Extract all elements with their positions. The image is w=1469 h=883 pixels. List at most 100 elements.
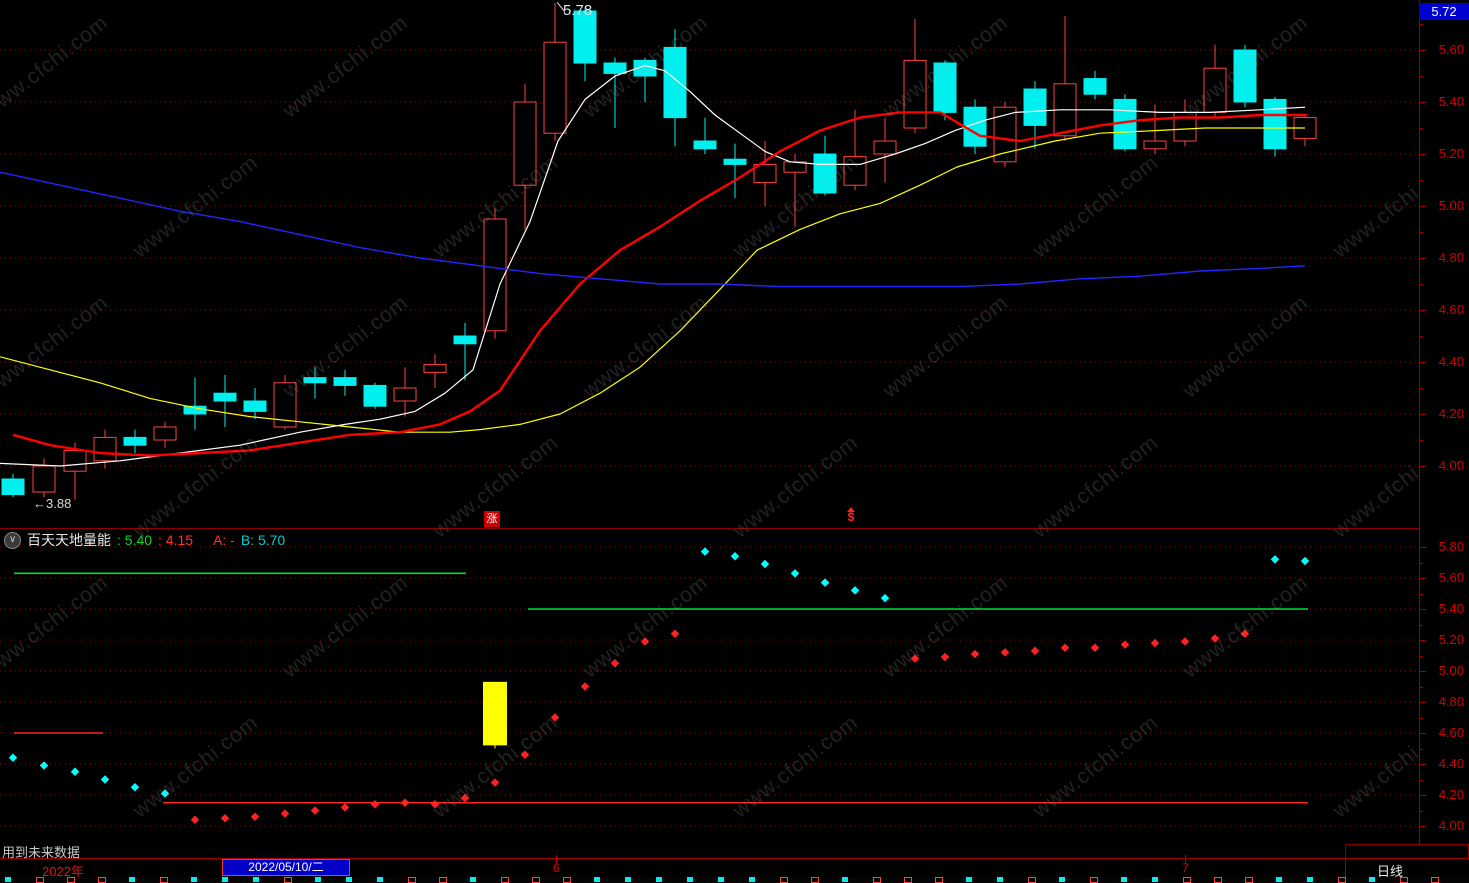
indicator-dot[interactable]: [1210, 634, 1220, 643]
candle-body[interactable]: [933, 62, 957, 113]
indicator-dot[interactable]: [760, 559, 770, 569]
candle-body[interactable]: [573, 10, 597, 64]
rise-event-marker[interactable]: 涨: [484, 511, 500, 527]
indicator-dot[interactable]: [1270, 555, 1280, 564]
candle-body[interactable]: [543, 41, 567, 134]
candle-body[interactable]: [603, 62, 627, 74]
indicator-dot[interactable]: [340, 803, 350, 812]
indicator-dot[interactable]: [1060, 643, 1070, 652]
axis-tick: [1420, 562, 1423, 564]
indicator-dot[interactable]: [1000, 648, 1010, 657]
candle-body[interactable]: [873, 140, 897, 155]
indicator-dot[interactable]: [430, 800, 440, 809]
indicator-dot[interactable]: [550, 713, 560, 722]
mini-candle-glyph: [470, 877, 476, 882]
indicator-dot[interactable]: [280, 809, 290, 818]
indicator-dot[interactable]: [160, 789, 170, 798]
candle-body[interactable]: [1233, 49, 1257, 103]
candle-body[interactable]: [363, 384, 387, 407]
indicator-dot[interactable]: [310, 806, 320, 815]
indicator-dot[interactable]: [790, 569, 800, 578]
indicator-value-green: : 5.40: [117, 532, 153, 548]
indicator-dot[interactable]: [1150, 638, 1160, 648]
candle-body[interactable]: [273, 382, 297, 428]
indicator-dot[interactable]: [190, 815, 200, 825]
candle-body[interactable]: [1, 478, 25, 496]
candle-body[interactable]: [993, 106, 1017, 163]
indicator-dot[interactable]: [1030, 646, 1040, 656]
candle-body[interactable]: [1083, 78, 1107, 95]
indicator-dot[interactable]: [130, 783, 140, 792]
candle-body[interactable]: [303, 377, 327, 384]
candle-body[interactable]: [393, 387, 417, 402]
indicator-panel-chart[interactable]: [0, 528, 1419, 858]
dividend-event-marker[interactable]: $: [845, 507, 857, 523]
main-price-chart[interactable]: [0, 0, 1419, 528]
indicator-dot[interactable]: [400, 798, 410, 807]
mini-candle-glyph: [1183, 877, 1191, 883]
up-triangle-icon: [847, 507, 855, 512]
selected-date-box[interactable]: 2022/05/10/二: [222, 859, 350, 876]
indicator-dot[interactable]: [39, 761, 49, 770]
candle-body[interactable]: [1263, 98, 1287, 150]
candle-body[interactable]: [1203, 67, 1227, 113]
highlight-bar[interactable]: [483, 681, 507, 746]
candle-body[interactable]: [813, 153, 837, 194]
indicator-dot[interactable]: [670, 629, 680, 639]
indicator-dot[interactable]: [8, 753, 18, 763]
indicator-dot[interactable]: [1240, 629, 1250, 639]
indicator-dot[interactable]: [700, 547, 710, 556]
indicator-dot[interactable]: [370, 800, 380, 809]
indicator-dot[interactable]: [1090, 643, 1100, 652]
period-label[interactable]: 日线: [1377, 864, 1404, 879]
indicator-dot[interactable]: [490, 778, 500, 787]
axis-label: 4.40: [1438, 756, 1464, 771]
indicator-dot[interactable]: [850, 586, 860, 595]
candle-body[interactable]: [333, 377, 357, 386]
candle-body[interactable]: [753, 163, 777, 184]
date-axis[interactable]: 2022年 2022/05/10/二 6 7 日线: [0, 855, 1469, 879]
indicator-dot[interactable]: [940, 652, 950, 662]
candle-body[interactable]: [693, 140, 717, 150]
candle-body[interactable]: [453, 335, 477, 345]
candle-body[interactable]: [32, 465, 56, 493]
indicator-dot[interactable]: [640, 637, 650, 646]
indicator-dot[interactable]: [460, 793, 470, 803]
indicator-dot[interactable]: [70, 767, 80, 776]
indicator-dot[interactable]: [820, 578, 830, 587]
candle-body[interactable]: [243, 400, 267, 412]
mini-candle-glyph: [1121, 877, 1127, 882]
candle-body[interactable]: [1023, 88, 1047, 126]
candle-body[interactable]: [663, 46, 687, 119]
indicator-dot[interactable]: [1300, 556, 1310, 566]
candle-body[interactable]: [723, 158, 747, 165]
indicator-dot[interactable]: [100, 775, 110, 784]
mini-navigator-strip[interactable]: [0, 877, 1469, 883]
candle-body[interactable]: [513, 101, 537, 186]
indicator-dot[interactable]: [250, 812, 260, 821]
candle-body[interactable]: [93, 436, 117, 462]
candle-body[interactable]: [903, 59, 927, 129]
indicator-dot[interactable]: [1120, 640, 1130, 649]
candle-body[interactable]: [63, 449, 87, 472]
indicator-dot[interactable]: [910, 654, 920, 663]
candle-body[interactable]: [153, 426, 177, 441]
indicator-dot[interactable]: [970, 649, 980, 659]
indicator-dot[interactable]: [730, 552, 740, 561]
candle-body[interactable]: [483, 218, 507, 332]
period-separator: [1345, 858, 1346, 877]
chevron-down-icon[interactable]: ∨: [4, 531, 21, 549]
candle-body[interactable]: [1143, 140, 1167, 150]
axis-tick: [1420, 310, 1426, 311]
indicator-dot[interactable]: [610, 659, 620, 668]
candle-body[interactable]: [213, 392, 237, 402]
candle-body[interactable]: [423, 364, 447, 373]
indicator-dot[interactable]: [880, 593, 890, 603]
indicator-dot[interactable]: [220, 814, 230, 823]
candle-body[interactable]: [123, 436, 147, 446]
indicator-dot[interactable]: [1180, 637, 1190, 646]
indicator-dot[interactable]: [580, 682, 590, 691]
indicator-dot[interactable]: [520, 750, 530, 759]
candle-body[interactable]: [843, 156, 867, 186]
low-price-annotation: ←3.88: [33, 496, 72, 511]
